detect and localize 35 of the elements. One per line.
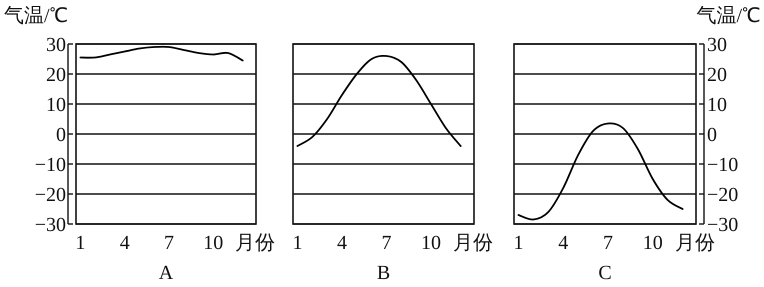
x-tick-label: 1 — [513, 232, 524, 254]
y-tick-label: 20 — [46, 64, 66, 86]
x-tick-label: 10 — [203, 232, 224, 254]
y-tick-label: −10 — [34, 154, 66, 176]
x-tick-label: 1 — [75, 232, 86, 254]
x-tick-label: 4 — [120, 232, 130, 254]
y-axis-title: 气温/℃ — [4, 5, 68, 27]
text: A — [158, 262, 174, 284]
line-series — [518, 122, 684, 220]
text: C — [598, 262, 612, 284]
y2-axis-title: 气温/℃ — [696, 5, 760, 27]
y2-tick-label: 10 — [707, 94, 727, 116]
y2-tick-label: 20 — [707, 64, 727, 86]
x-tick-label: 4 — [558, 232, 568, 254]
text: B — [376, 262, 390, 284]
x-tick-label: 4 — [336, 232, 347, 254]
x-tick-label: 7 — [381, 232, 392, 254]
y2-tick-label: −20 — [707, 184, 738, 206]
x-axis-title: 月份 — [235, 232, 275, 254]
y-tick-label: 30 — [46, 34, 66, 56]
y2-tick-label: 0 — [707, 124, 717, 146]
y-tick-label: 0 — [56, 124, 66, 146]
x-tick-label: 10 — [420, 232, 441, 254]
x-tick-label: 10 — [642, 232, 663, 254]
x-tick-label: 7 — [602, 232, 613, 254]
y2-tick-label: 30 — [707, 34, 727, 56]
x-axis-title: 月份 — [675, 232, 715, 254]
y-tick-label: 10 — [46, 94, 66, 116]
x-tick-label: 7 — [164, 232, 174, 254]
line-series — [80, 46, 244, 62]
y2-tick-label: −10 — [707, 154, 738, 176]
x-tick-label: 1 — [292, 232, 302, 254]
x-axis-title: 月份 — [453, 232, 493, 254]
y-tick-label: −20 — [34, 184, 66, 206]
y-tick-label: −30 — [34, 214, 66, 236]
